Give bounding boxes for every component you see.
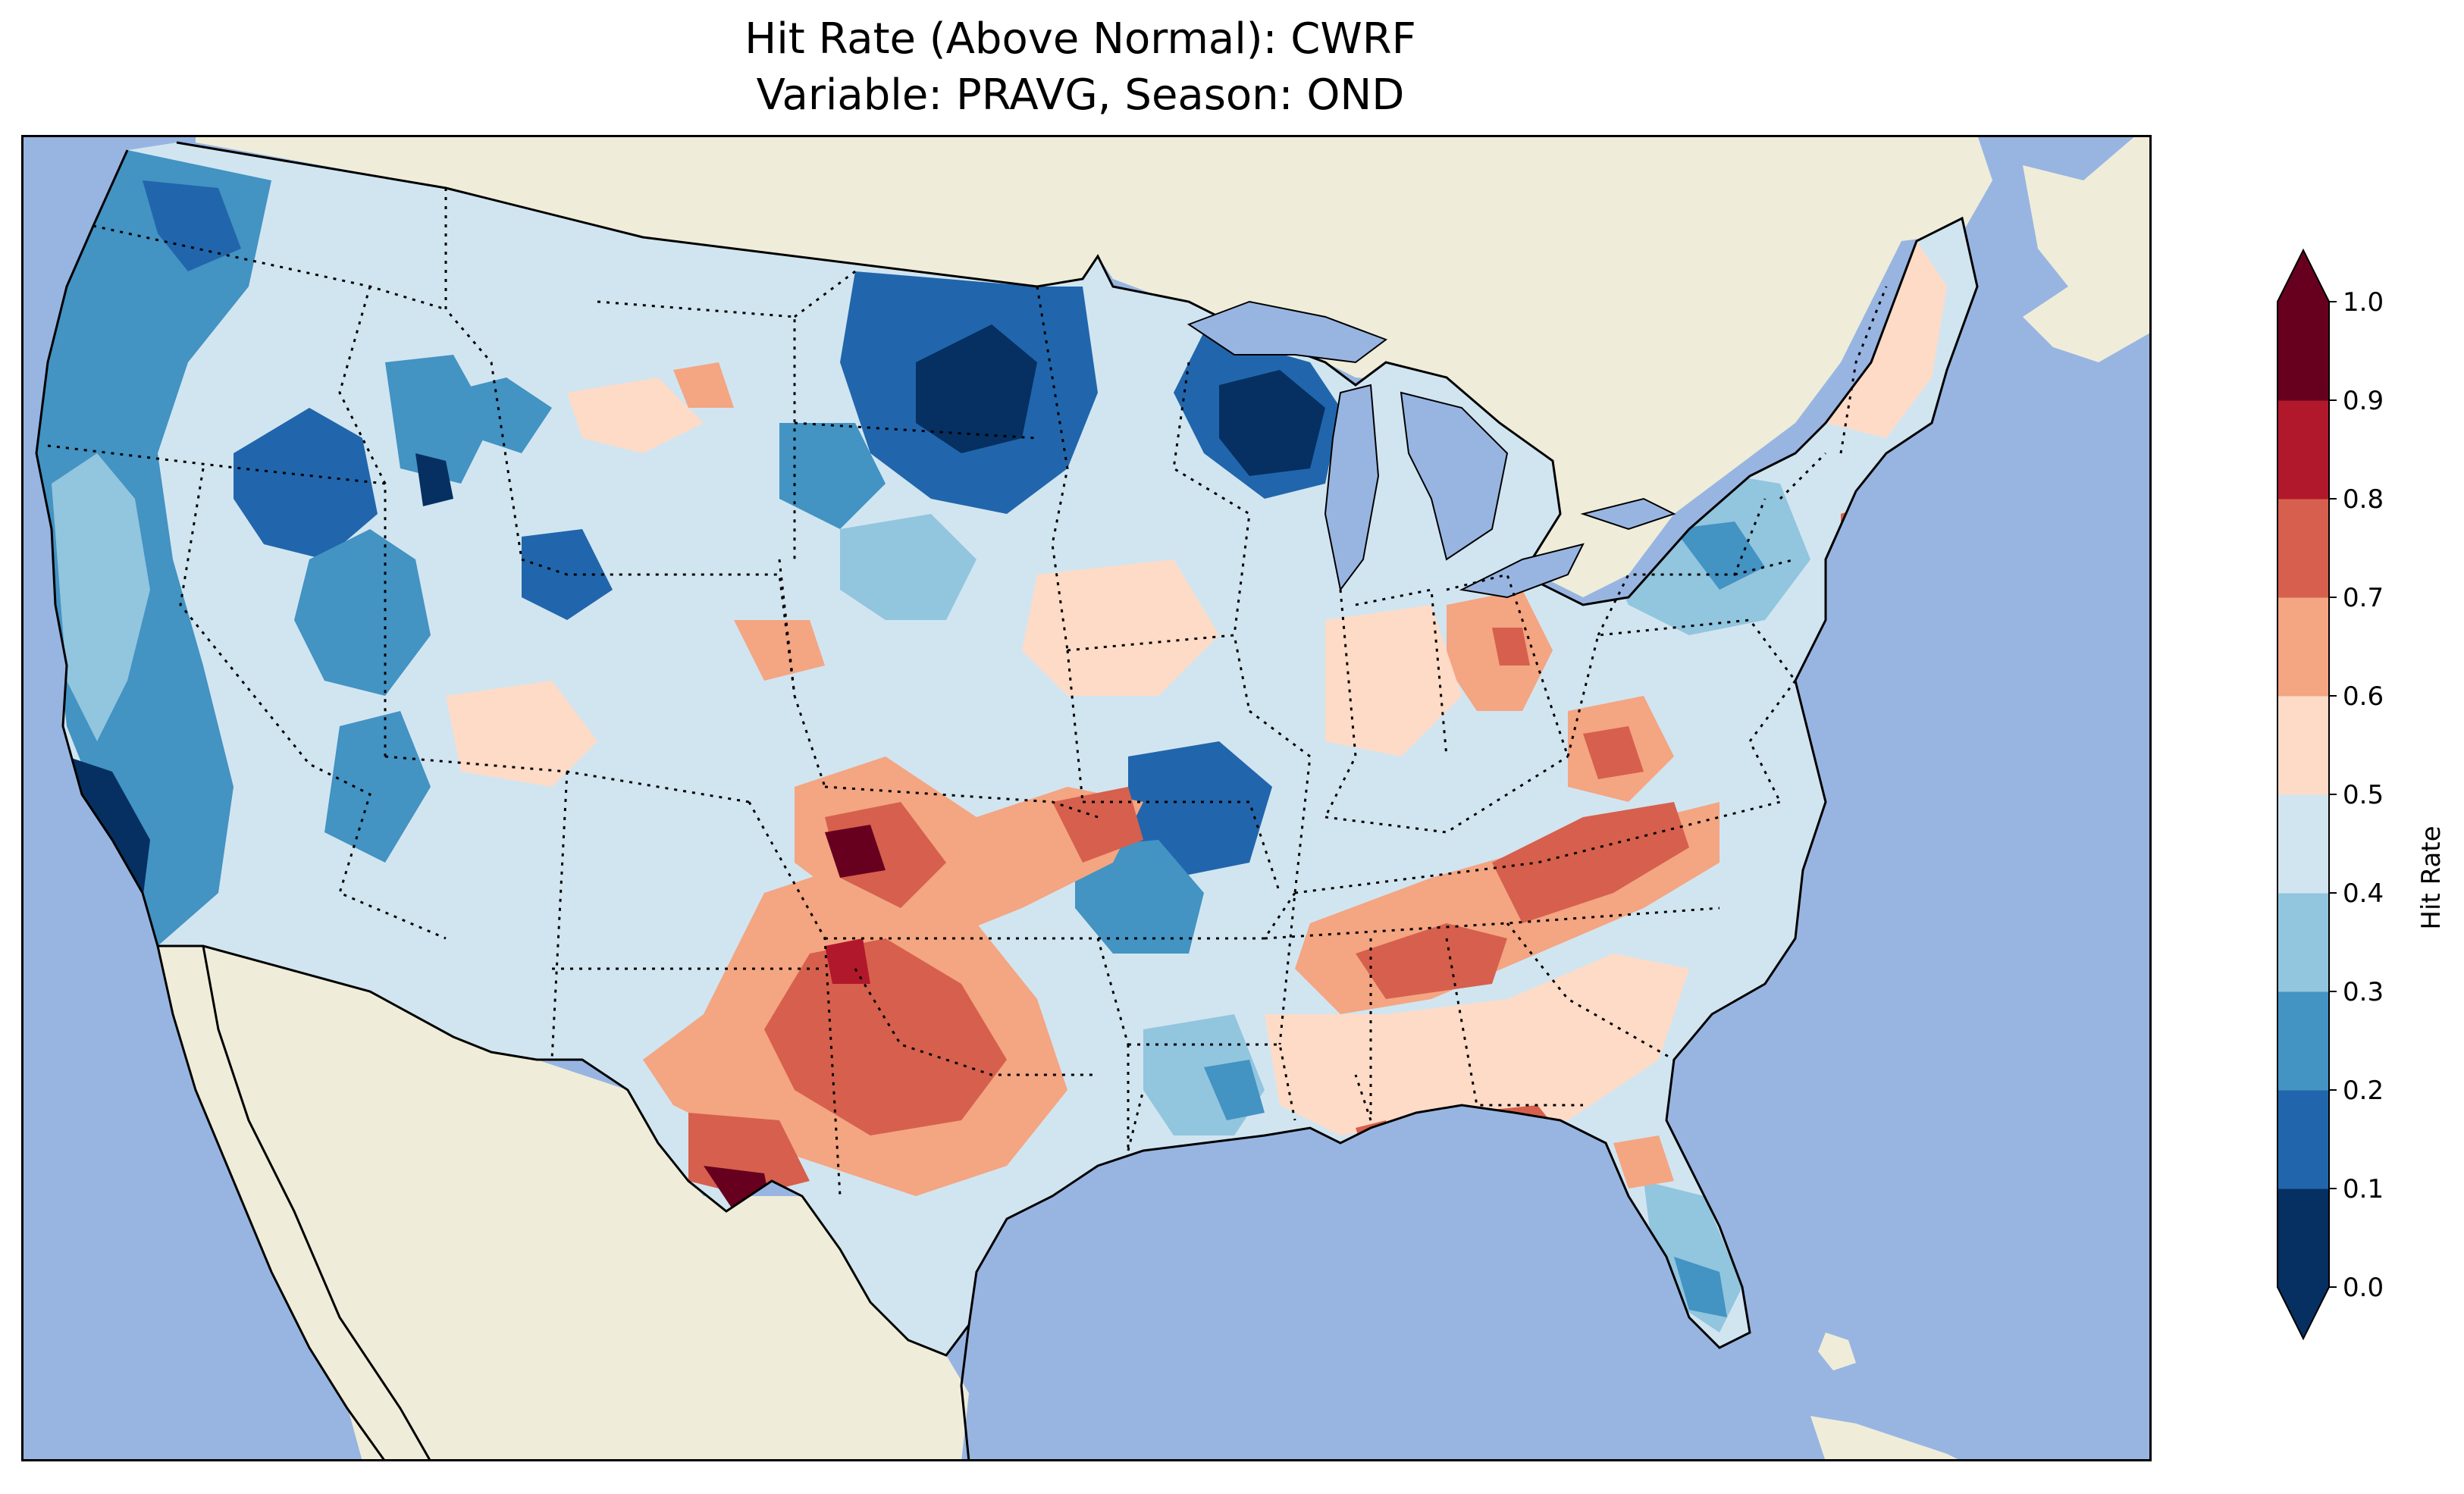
colorbar-tick-label: 1.0 [2343,287,2384,318]
gulf-mexico-coastline [960,1324,970,1461]
colorbar-tick-label: 0.6 [2343,681,2384,712]
colorbar-tick-label: 0.9 [2343,386,2384,416]
colorbar-segment [2277,696,2329,795]
colorbar-segment [2277,499,2329,598]
chart-title: Hit Rate (Above Normal): CWRF [745,14,1416,64]
colorbar-segment [2277,991,2329,1091]
colorbar-tick-label: 0.0 [2343,1273,2384,1303]
colorbar-tick-label: 0.5 [2343,780,2384,810]
colorbar-tick-label: 0.2 [2343,1076,2384,1106]
lake-huron [1400,391,1509,561]
colorbar-tick-label: 0.1 [2343,1174,2384,1204]
chart-subtitle: Variable: PRAVG, Season: OND [756,70,1405,120]
colorbar-tick-label: 0.7 [2343,583,2384,613]
colorbar-segment [2277,597,2329,697]
hit-rate-map [21,135,2152,1461]
colorbar-tick-label: 0.4 [2343,879,2384,909]
lake-superior [1187,300,1388,364]
map-frame [21,135,2152,1461]
colorbar-segment [2277,1189,2329,1288]
colorbar-tick-label: 0.8 [2343,484,2384,515]
mexico-land [203,946,969,1461]
colorbar-extend-min [2277,1287,2329,1339]
maritimes-land [2023,135,2152,362]
state-boundaries [47,188,1888,1197]
colorbar: 0.0 0.1 0.2 0.3 0.4 0.5 0.6 0.7 0.8 0.9 1.0 Hit Ra… [2277,248,2447,1341]
island-land [1818,1333,1856,1370]
colorbar-segment [2277,893,2329,992]
colorbar-tick-label: 0.3 [2343,977,2384,1007]
mexico-coastline [202,945,432,1461]
colorbar-segment [2277,794,2329,894]
baja-land [158,946,431,1461]
lake-michigan [1324,384,1380,592]
lake-erie [1459,543,1585,599]
baja-coastline [156,945,387,1461]
hit-rate-field [36,143,1977,1355]
colorbar-segment [2277,1090,2329,1189]
colorbar-segment [2277,400,2329,500]
cuba-land [1810,1416,1962,1461]
colorbar-label: Hit Rate [2416,825,2447,929]
lake-ontario [1580,497,1676,531]
colorbar-extend-max [2277,250,2329,302]
colorbar-segment [2277,302,2329,401]
